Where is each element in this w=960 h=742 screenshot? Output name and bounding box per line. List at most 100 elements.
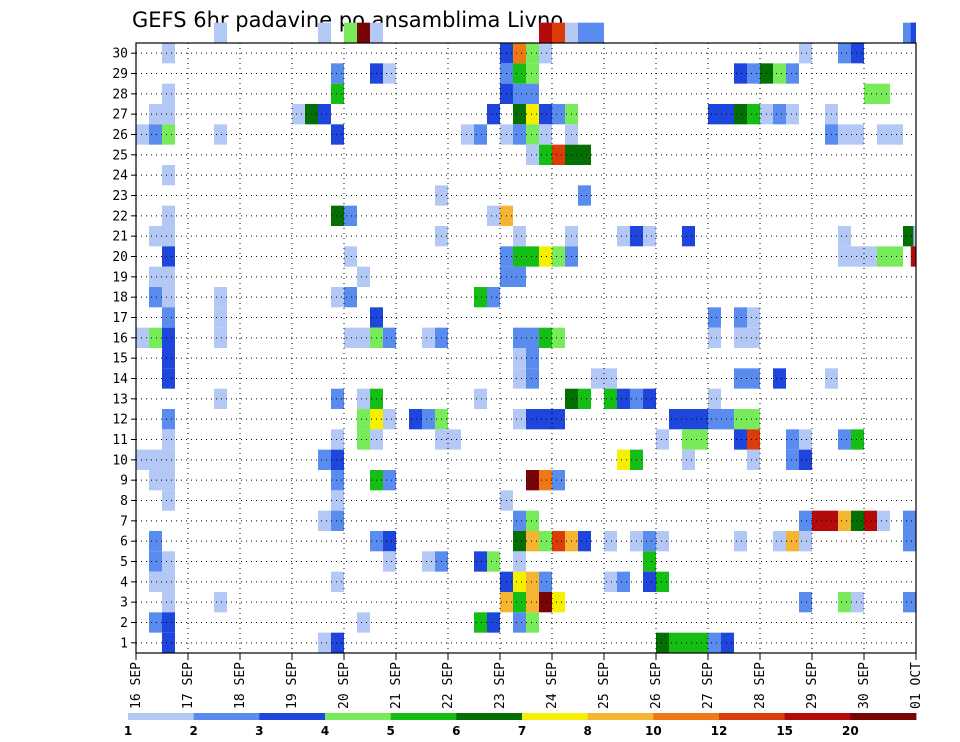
heatmap-cell (149, 551, 162, 572)
x-axis: 16 SEP 17 SEP 18 SEP 19 SEP 20 SEP 21 SEP 22 S… (129, 653, 924, 709)
heatmap-cell (162, 592, 175, 613)
heatmap-cell (149, 287, 162, 308)
heatmap-cell (474, 124, 487, 145)
heatmap-cell (214, 287, 227, 308)
plot-frame (135, 42, 917, 654)
y-tick-label: 9 (120, 474, 128, 489)
heatmap-cell (578, 144, 591, 165)
heatmap-cell (708, 104, 721, 125)
heatmap-cell (539, 531, 552, 552)
heatmap-cell (162, 287, 175, 308)
heatmap-cell (799, 43, 812, 64)
x-tick-label: 19 SEP (285, 662, 300, 709)
heatmap-cell (604, 368, 617, 389)
heatmap-cell (331, 63, 344, 84)
heatmap-cell (162, 43, 175, 64)
heatmap-cell (864, 510, 877, 531)
x-tick-label: 01 OCT (909, 662, 924, 709)
heatmap-cell (162, 327, 175, 348)
heatmap-cell (578, 388, 591, 409)
heatmap-cell (331, 571, 344, 592)
heatmap-cell (838, 246, 851, 267)
heatmap-cell (214, 22, 227, 43)
grid-layer (136, 43, 916, 653)
heatmap-cell (487, 205, 500, 226)
heatmap-cell (864, 246, 877, 267)
heatmap-cell (578, 531, 591, 552)
y-tick-label: 17 (112, 311, 128, 326)
heatmap-cell (149, 449, 162, 470)
heatmap-cell (461, 124, 474, 145)
heatmap-cell (513, 592, 526, 613)
y-tick-label: 26 (112, 128, 128, 143)
heatmap-cell (383, 409, 396, 430)
heatmap-cell (331, 470, 344, 491)
heatmap-cell (799, 592, 812, 613)
heatmap-cell (838, 43, 851, 64)
heatmap-cell (318, 510, 331, 531)
heatmap-cell (383, 531, 396, 552)
heatmap-cell (513, 571, 526, 592)
legend-swatch (653, 713, 720, 720)
heatmap-cell (552, 22, 565, 43)
heatmap-cell (747, 327, 760, 348)
heatmap-cell (838, 124, 851, 145)
heatmap-cell (682, 226, 695, 247)
heatmap-cell (552, 144, 565, 165)
heatmap-cell (331, 83, 344, 104)
heatmap-cell (162, 551, 175, 572)
heatmap-cell (747, 63, 760, 84)
heatmap-cell (214, 327, 227, 348)
heatmap-cell (513, 531, 526, 552)
y-tick-label: 10 (112, 453, 128, 468)
heatmap-cell (643, 531, 656, 552)
heatmap-cell (357, 612, 370, 633)
y-tick-label: 4 (120, 575, 128, 590)
x-tick-label: 27 SEP (701, 662, 716, 709)
heatmap-cell (786, 449, 799, 470)
heatmap-cell (149, 470, 162, 491)
heatmap-cell (149, 327, 162, 348)
y-tick-label: 30 (112, 47, 128, 62)
legend-label: 6 (452, 724, 460, 738)
y-tick-label: 13 (112, 392, 128, 407)
heatmap-cell (409, 409, 422, 430)
y-tick-label: 8 (120, 494, 128, 509)
heatmap-cell (357, 409, 370, 430)
heatmap-cell (214, 388, 227, 409)
heatmap-cell (318, 449, 331, 470)
y-tick-label: 14 (112, 372, 128, 387)
heatmap-cell (422, 409, 435, 430)
heatmap-cell (448, 429, 461, 450)
heatmap-cell (513, 124, 526, 145)
heatmap-cell (162, 83, 175, 104)
heatmap-cell (383, 327, 396, 348)
heatmap-cell (838, 429, 851, 450)
y-tick-label: 18 (112, 291, 128, 306)
y-tick-label: 15 (112, 352, 128, 367)
heatmap-cell (838, 226, 851, 247)
x-tick-label: 24 SEP (545, 662, 560, 709)
heatmap-cell (162, 104, 175, 125)
heatmap-cell (149, 124, 162, 145)
legend-label: 7 (518, 724, 526, 738)
heatmap-cell (357, 429, 370, 450)
heatmap-cell (474, 287, 487, 308)
heatmap-cell (526, 104, 539, 125)
x-tick-label: 28 SEP (753, 662, 768, 709)
heatmap-cell (799, 531, 812, 552)
heatmap-cell (474, 388, 487, 409)
heatmap-cell (370, 22, 383, 43)
heatmap-cell (552, 327, 565, 348)
legend-label: 8 (583, 724, 591, 738)
heatmap-cell (513, 612, 526, 633)
y-tick-label: 27 (112, 108, 128, 123)
heatmap-cell (149, 531, 162, 552)
heatmap-cell (734, 368, 747, 389)
x-tick-label: 20 SEP (337, 662, 352, 709)
heatmap-cell (669, 632, 682, 653)
heatmap-cell (682, 632, 695, 653)
x-tick-label: 25 SEP (597, 662, 612, 709)
heatmap-cell (318, 104, 331, 125)
heatmap-cell (643, 571, 656, 592)
